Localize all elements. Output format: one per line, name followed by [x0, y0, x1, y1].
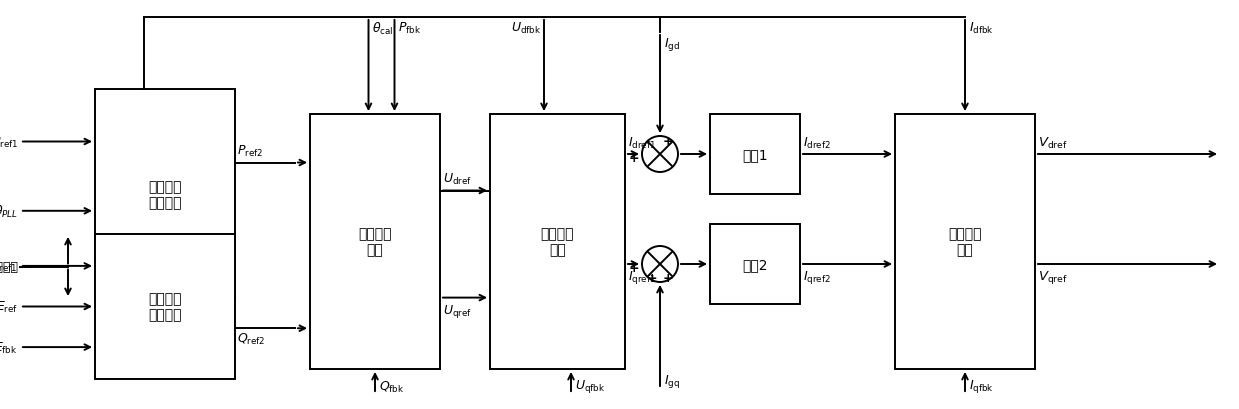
Text: $P_{\rm ref2}$: $P_{\rm ref2}$	[237, 144, 263, 159]
Text: 限幅1: 限幅1	[742, 148, 768, 162]
Text: $Q_{\rm fbk}$: $Q_{\rm fbk}$	[379, 379, 404, 394]
Text: 电压控制
模块: 电压控制 模块	[540, 227, 574, 257]
Text: $U_{\rm qfbk}$: $U_{\rm qfbk}$	[575, 377, 606, 394]
Bar	[489, 115, 624, 369]
Text: $I_{\rm qref1}$: $I_{\rm qref1}$	[628, 268, 655, 285]
Text: $V_{\rm qref}$: $V_{\rm qref}$	[1038, 268, 1068, 285]
Text: $I_{\rm dfbk}$: $I_{\rm dfbk}$	[969, 21, 994, 36]
Text: $\theta_{PLL}$: $\theta_{PLL}$	[0, 203, 19, 219]
Bar	[710, 115, 800, 195]
Bar	[95, 234, 235, 379]
Bar	[310, 115, 440, 369]
Text: 有功指令
切换模块: 有功指令 切换模块	[149, 180, 182, 209]
Text: +: +	[663, 271, 674, 284]
Circle shape	[642, 137, 678, 173]
Bar	[895, 115, 1035, 369]
Text: $U_{\rm qref}$: $U_{\rm qref}$	[444, 302, 472, 319]
Text: $U_{\rm dfbk}$: $U_{\rm dfbk}$	[510, 21, 541, 36]
Text: $U_{\rm dref}$: $U_{\rm dref}$	[444, 172, 472, 187]
Text: $P_{\rm fbk}$: $P_{\rm fbk}$	[399, 21, 421, 36]
Text: 功率控制
模块: 功率控制 模块	[358, 227, 392, 257]
Text: $I_{\rm dref2}$: $I_{\rm dref2}$	[803, 135, 831, 151]
Text: $E_{\rm ref}$: $E_{\rm ref}$	[0, 299, 19, 314]
Text: $\theta_{\rm cal}$: $\theta_{\rm cal}$	[373, 21, 394, 37]
Text: +: +	[663, 135, 674, 148]
Text: 无功指令
切换模块: 无功指令 切换模块	[149, 292, 182, 322]
Text: +: +	[628, 152, 639, 165]
Text: $I_{\rm qref2}$: $I_{\rm qref2}$	[803, 268, 831, 285]
Text: +: +	[628, 262, 639, 275]
Text: $I_{\rm gq}$: $I_{\rm gq}$	[664, 372, 680, 389]
Text: $P_{\rm ref1}$: $P_{\rm ref1}$	[0, 135, 19, 150]
Text: $I_{\rm dref1}$: $I_{\rm dref1}$	[628, 135, 655, 151]
Bar	[710, 225, 800, 304]
Circle shape	[642, 246, 678, 282]
Text: $Q_{\rm ref2}$: $Q_{\rm ref2}$	[237, 331, 265, 346]
Text: 控制模式: 控制模式	[0, 261, 19, 273]
Text: 限幅2: 限幅2	[742, 257, 768, 271]
Text: $E_{\rm fbk}$: $E_{\rm fbk}$	[0, 340, 19, 355]
Text: $Q_{\rm ref1}$: $Q_{\rm ref1}$	[0, 259, 19, 274]
Text: 电流控制
模块: 电流控制 模块	[948, 227, 981, 257]
Text: +: +	[647, 271, 657, 284]
Text: $I_{\rm gd}$: $I_{\rm gd}$	[664, 36, 680, 53]
Text: $I_{\rm qfbk}$: $I_{\rm qfbk}$	[969, 377, 994, 394]
Bar	[95, 90, 235, 299]
Text: $V_{\rm dref}$: $V_{\rm dref}$	[1038, 135, 1068, 151]
